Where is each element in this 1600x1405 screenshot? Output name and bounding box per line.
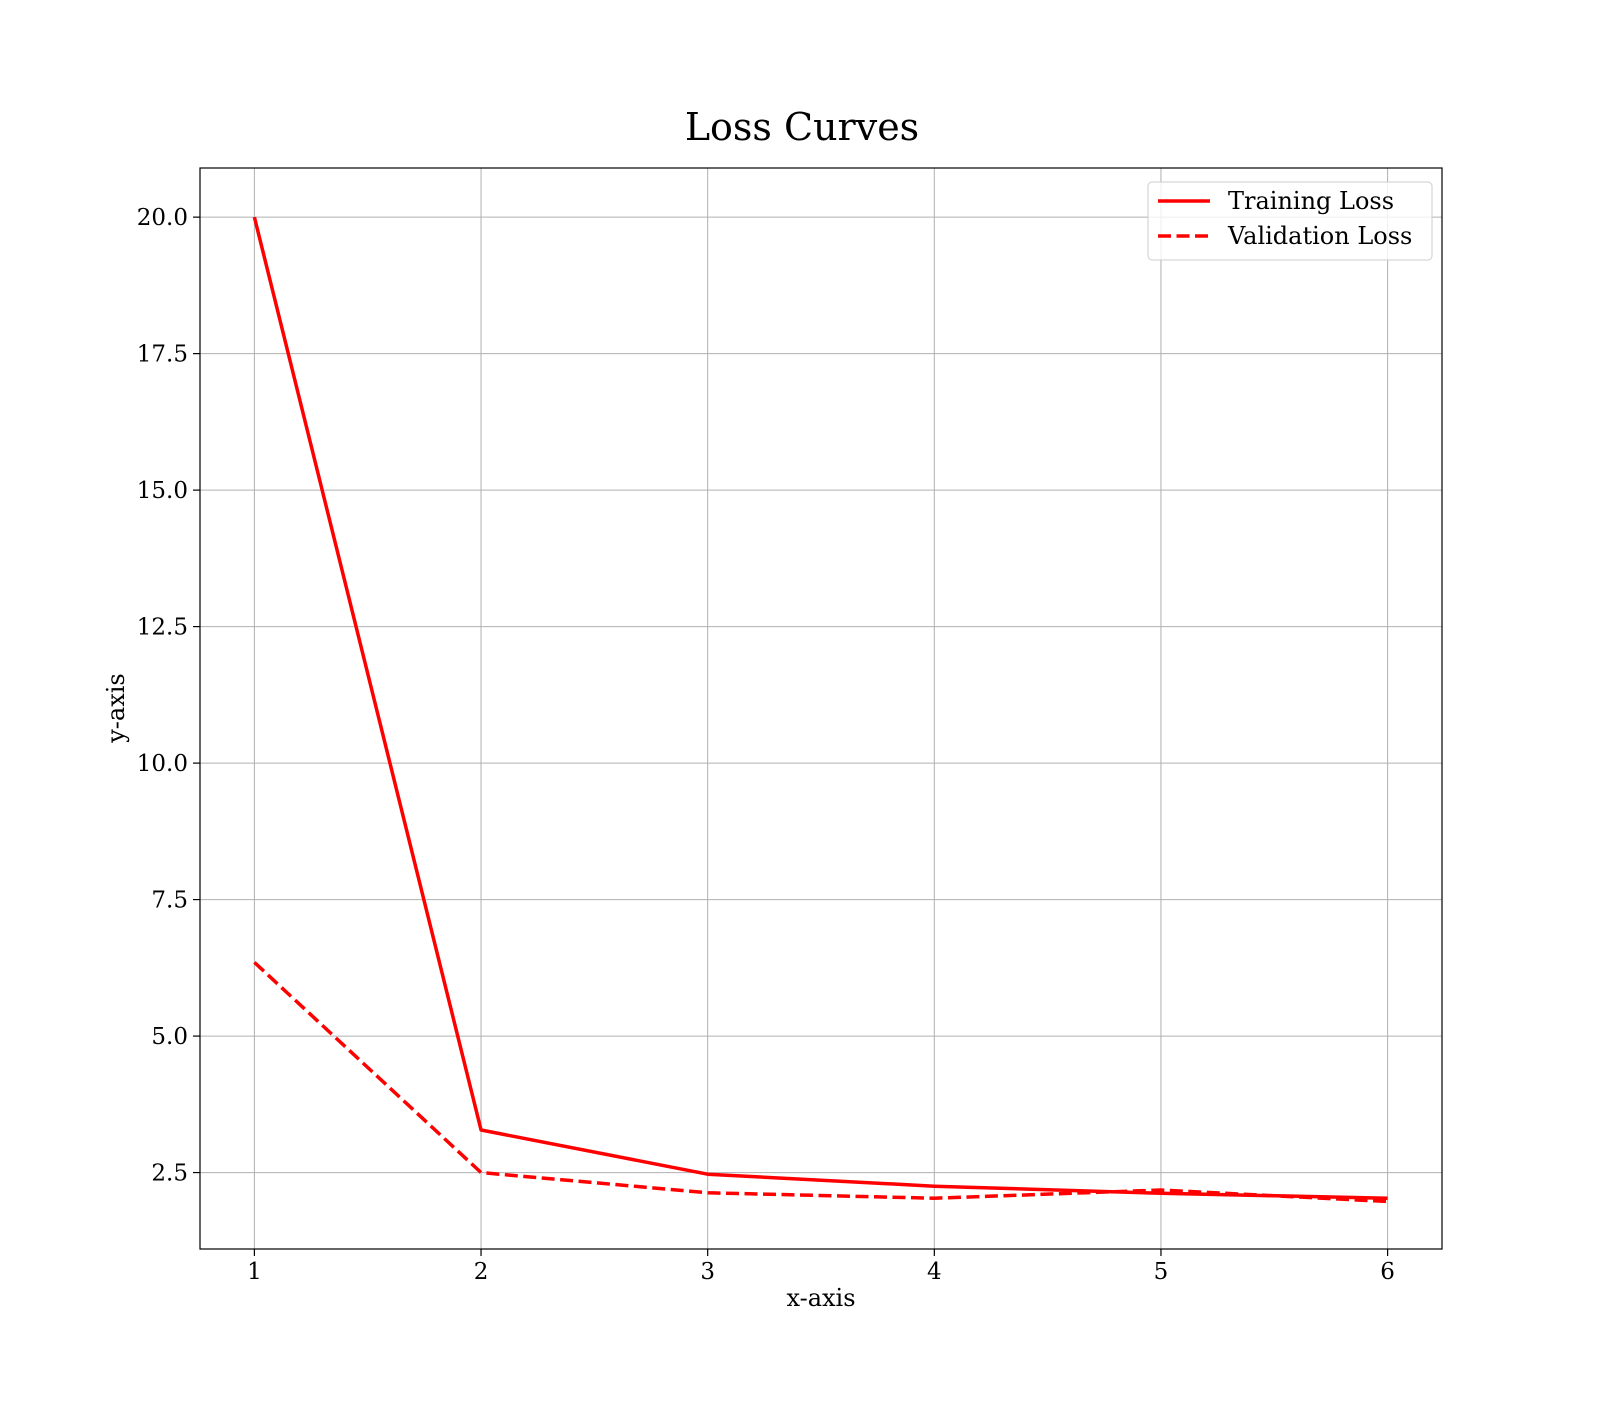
series-line-validation-loss (253, 961, 1388, 1204)
legend-label-validation-loss: Validation Loss (1227, 222, 1412, 250)
y-tick-label: 7.5 (151, 888, 188, 914)
y-axis-label: y-axis (102, 673, 130, 744)
legend: Training Loss Validation Loss (1147, 181, 1433, 261)
plot-frame (199, 167, 1443, 1250)
grid-layer (200, 168, 1442, 1249)
y-tick-label: 12.5 (137, 615, 188, 641)
y-tick-label: 15.0 (137, 478, 188, 504)
lines-layer (252, 216, 1388, 1204)
x-tick-label: 2 (474, 1259, 489, 1285)
chart-title: Loss Curves (685, 105, 919, 149)
x-tick-label: 3 (700, 1259, 715, 1285)
y-tick-label: 2.5 (151, 1161, 188, 1187)
x-tick-label: 5 (1154, 1259, 1169, 1285)
y-tick-label: 20.0 (137, 205, 188, 231)
y-tick-label: 10.0 (137, 751, 188, 777)
ticks-layer: 1 2 3 4 5 6 2.5 5.0 7.5 10.0 12.5 15.0 17.5 20.0 (137, 205, 1395, 1285)
series-line-training-loss (252, 216, 1388, 1200)
x-axis-label: x-axis (786, 1284, 855, 1312)
legend-label-training-loss: Training Loss (1228, 187, 1394, 215)
x-tick-label: 4 (927, 1259, 942, 1285)
x-tick-label: 1 (247, 1259, 262, 1285)
y-tick-label: 5.0 (151, 1024, 188, 1050)
y-tick-label: 17.5 (137, 342, 188, 368)
legend-box (1147, 181, 1433, 261)
x-tick-label: 6 (1380, 1259, 1395, 1285)
